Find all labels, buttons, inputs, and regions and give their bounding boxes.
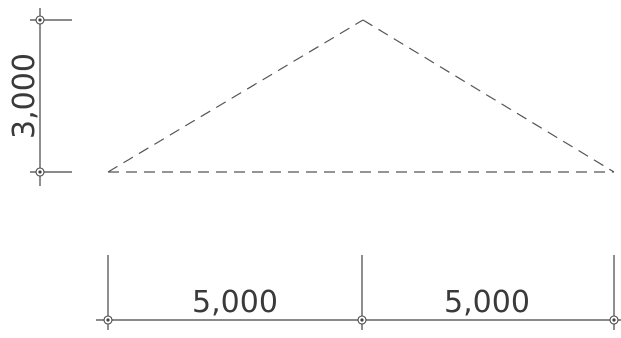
triangle-outline: [107, 19, 615, 173]
span-node-middle-center: [360, 318, 364, 322]
height-dimension: 3,000: [7, 8, 72, 186]
span-node-right-center: [612, 318, 616, 322]
span-right-label: 5,000: [444, 285, 530, 320]
span-left-label: 5,000: [192, 285, 278, 320]
height-label: 3,000: [7, 53, 42, 139]
span-node-left-center: [106, 318, 110, 322]
height-node-top-center: [38, 18, 42, 22]
height-node-bottom-center: [38, 170, 42, 174]
left-slope-line: [107, 19, 364, 173]
span-dimension: 5,000 5,000: [96, 255, 621, 330]
right-slope-line: [362, 19, 615, 173]
